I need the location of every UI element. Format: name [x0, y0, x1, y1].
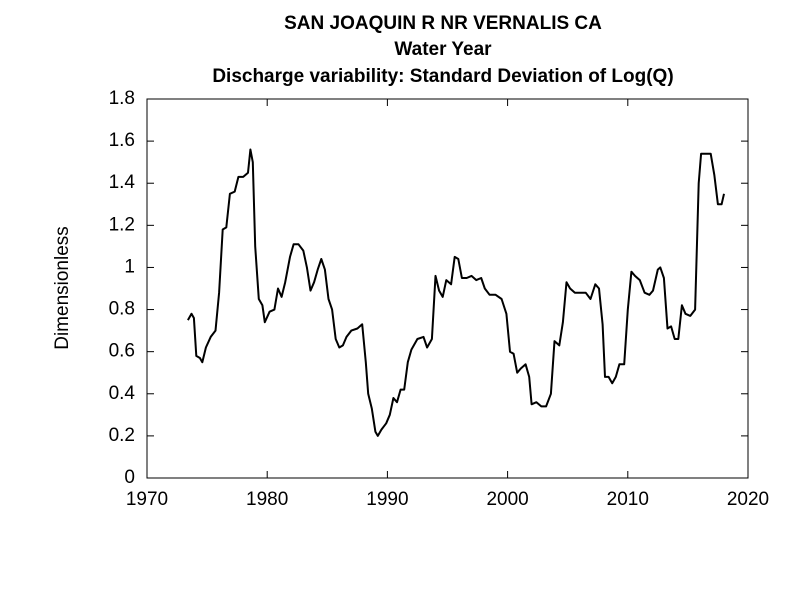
y-axis-label: Dimensionless — [52, 226, 73, 350]
x-tick-label: 1970 — [126, 489, 168, 510]
chart-subtitle: Discharge variability: Standard Deviatio… — [212, 66, 673, 87]
y-tick-label: 0.8 — [109, 299, 135, 320]
x-tick-label: 2000 — [486, 489, 528, 510]
y-tick-label: 0.4 — [109, 383, 136, 404]
y-tick-label: 1.2 — [109, 214, 135, 235]
y-tick-label: 1.6 — [109, 130, 135, 151]
x-tick-label: 2010 — [607, 489, 649, 510]
plot-frame — [146, 98, 749, 479]
x-tick-label: 2020 — [727, 489, 769, 510]
y-tick-label: 0 — [124, 467, 135, 488]
y-tick-label: 0.6 — [109, 341, 135, 362]
data-line — [187, 148, 725, 437]
y-tick-label: 1.4 — [109, 172, 136, 193]
x-tick-label: 1980 — [246, 489, 288, 510]
chart-subtitle: Water Year — [394, 39, 492, 60]
x-tick-label: 1990 — [366, 489, 408, 510]
y-tick-label: 1.8 — [109, 88, 135, 109]
y-tick-label: 1 — [124, 256, 135, 277]
y-tick-label: 0.2 — [109, 425, 135, 446]
chart-title: SAN JOAQUIN R NR VERNALIS CA — [284, 13, 602, 34]
